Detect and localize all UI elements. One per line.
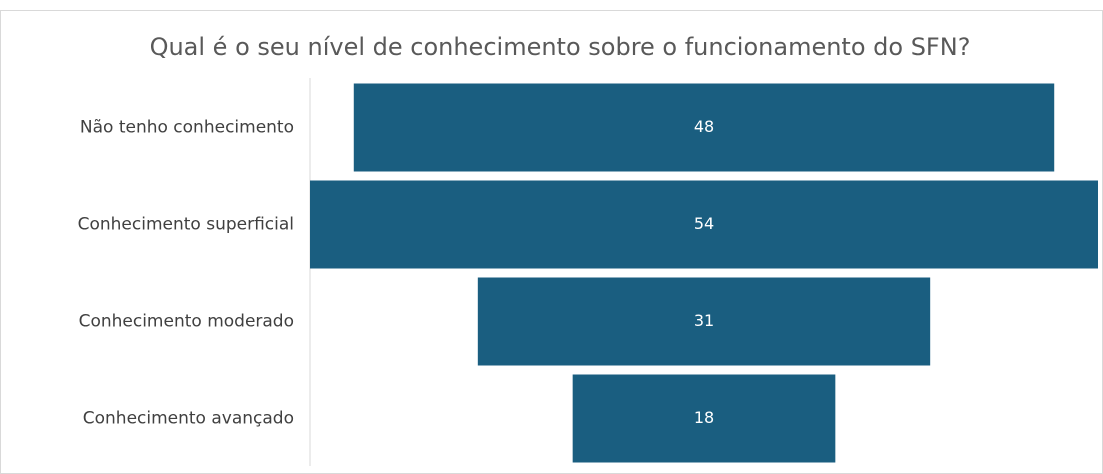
category-label: Conhecimento moderado <box>79 312 294 332</box>
chart-title: Qual é o seu nível de conhecimento sobre… <box>150 33 971 61</box>
bar <box>477 277 931 366</box>
data-label: 18 <box>694 408 714 427</box>
data-label: 31 <box>694 311 714 330</box>
category-label: Conhecimento superficial <box>78 215 294 235</box>
bar <box>310 180 1098 269</box>
bar <box>572 374 836 463</box>
data-label: 54 <box>694 214 714 233</box>
bar <box>353 83 1055 172</box>
category-label: Conhecimento avançado <box>83 409 294 429</box>
data-label: 48 <box>694 117 714 136</box>
category-label: Não tenho conhecimento <box>80 118 294 138</box>
